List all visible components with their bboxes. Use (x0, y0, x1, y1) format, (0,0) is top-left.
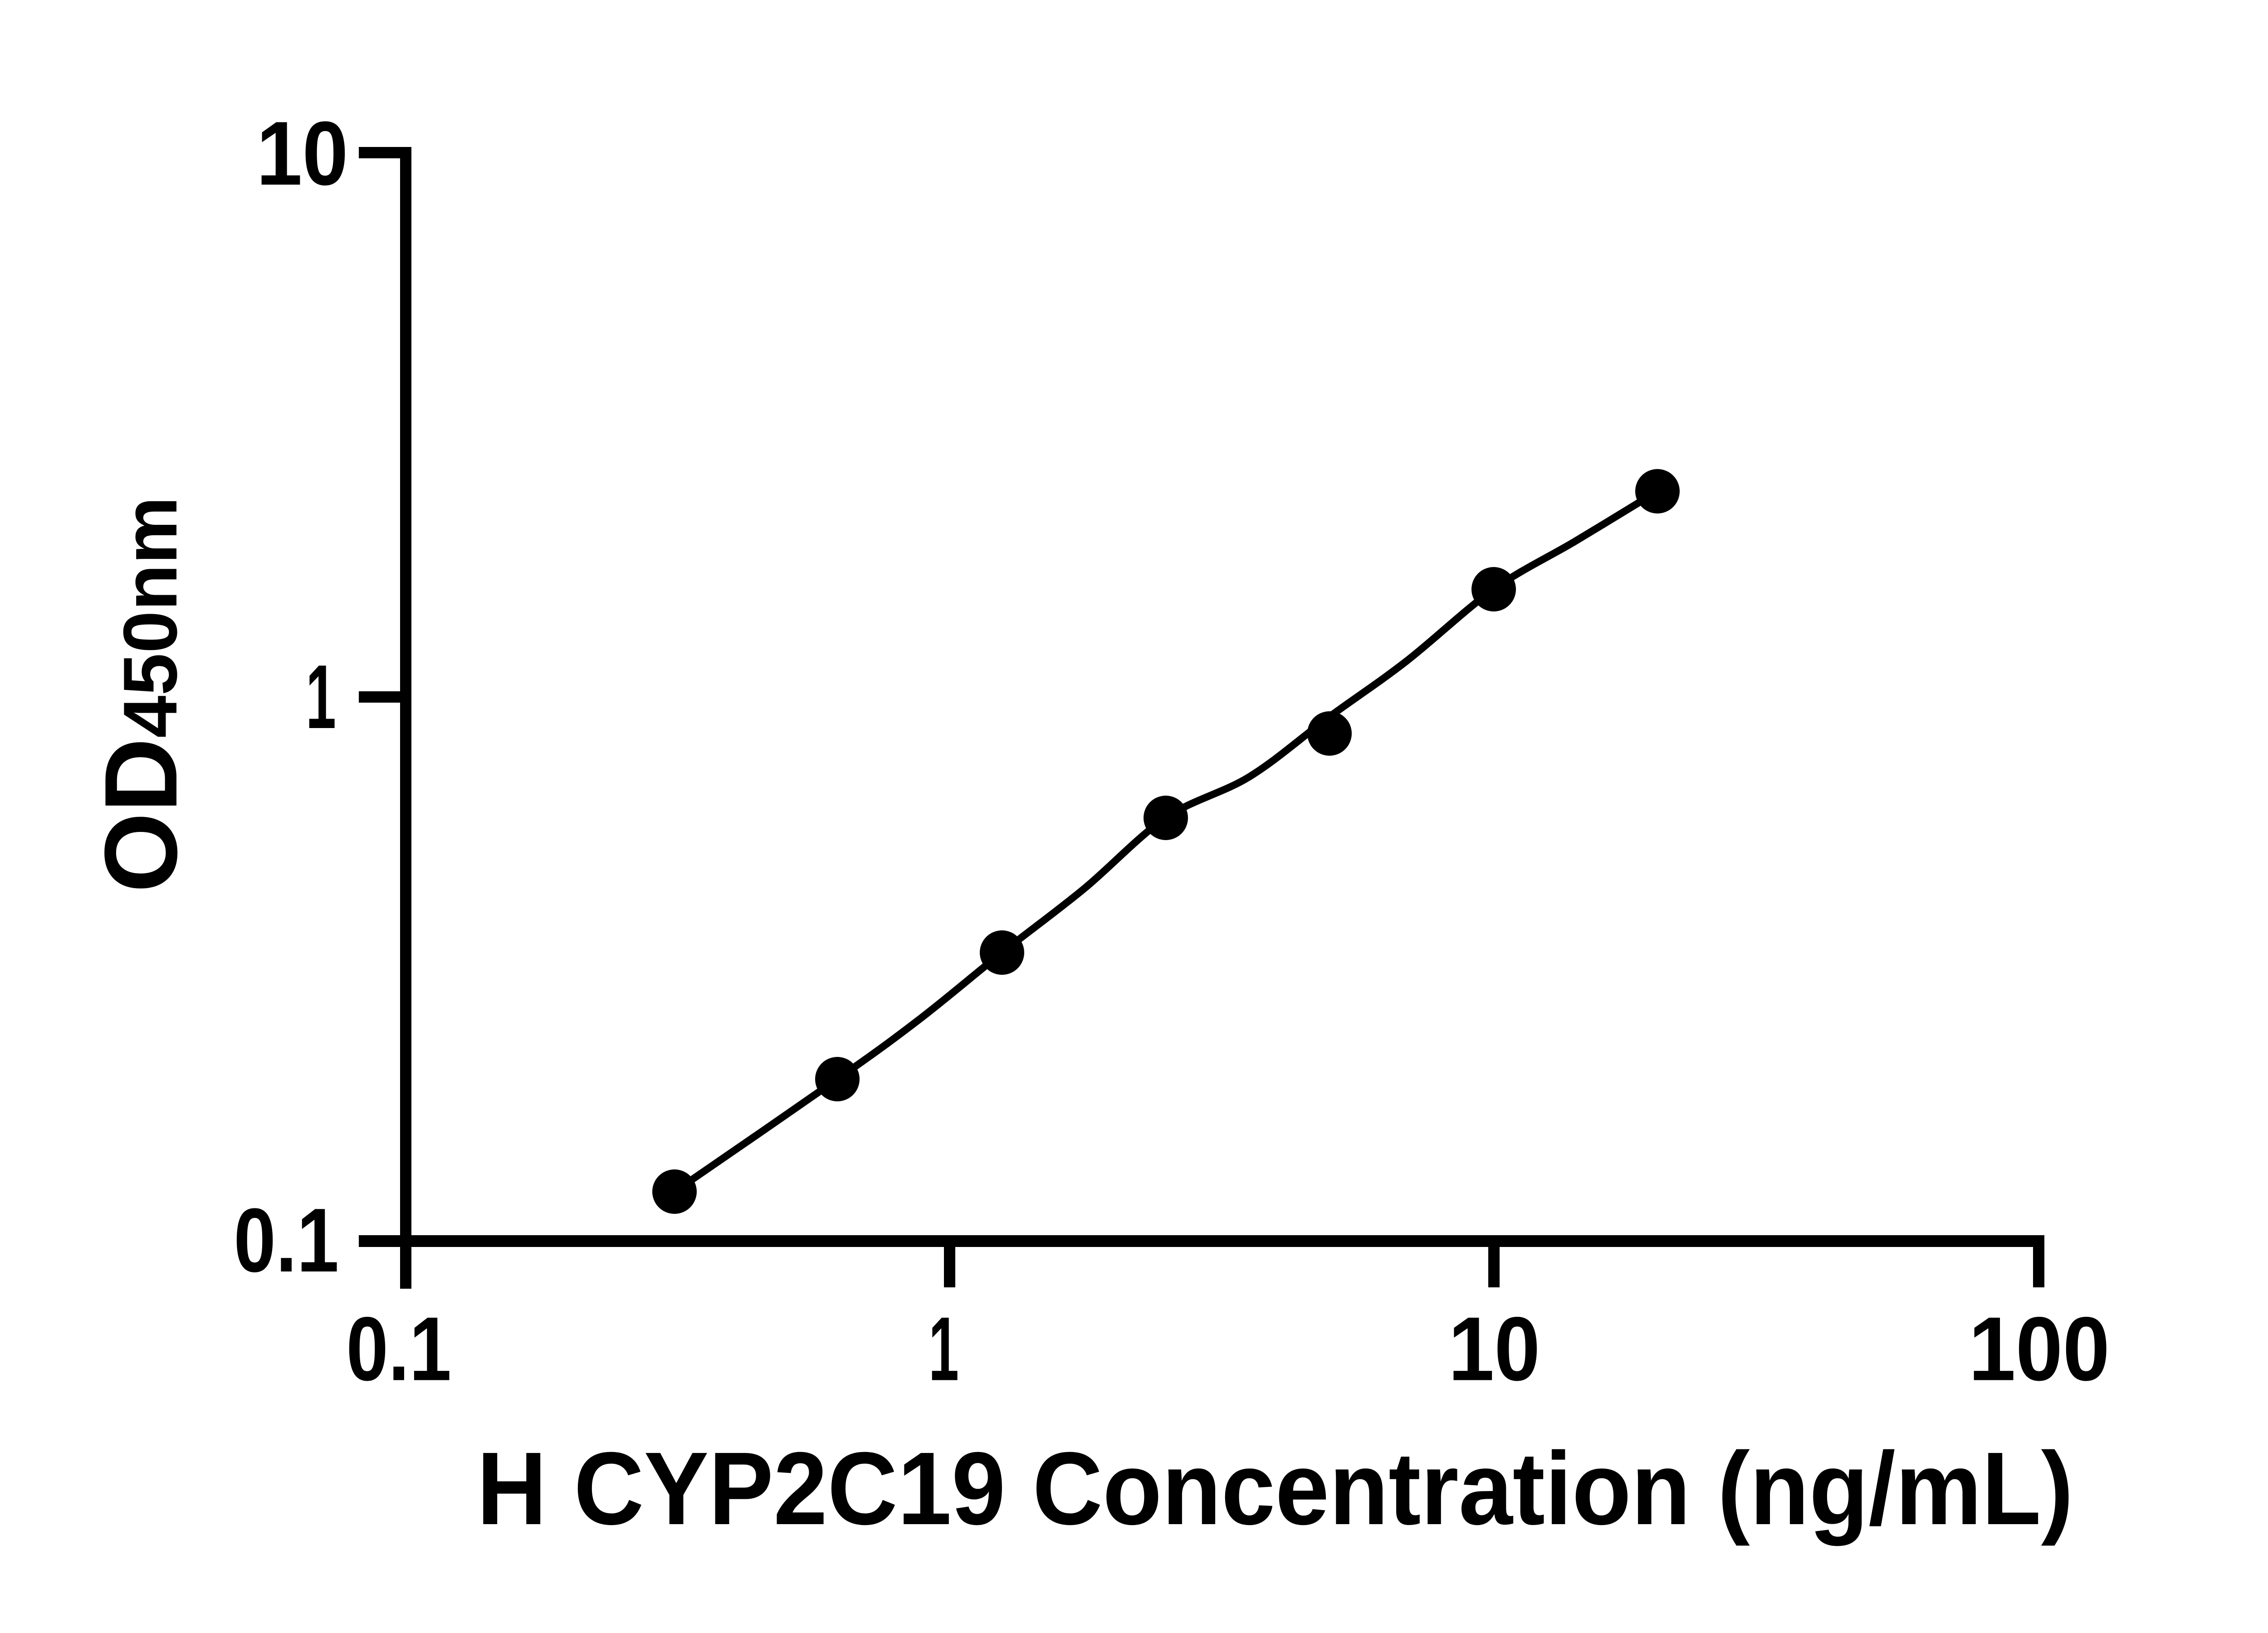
svg-text:0.1: 0.1 (346, 1298, 451, 1400)
svg-text:H CYP2C19 Concentration (ng/mL: H CYP2C19 Concentration (ng/mL) (477, 1431, 2073, 1546)
svg-text:10: 10 (1448, 1298, 1540, 1400)
svg-text:1: 1 (306, 646, 336, 747)
svg-text:10: 10 (256, 103, 348, 204)
svg-text:0.1: 0.1 (234, 1190, 339, 1291)
svg-text:100: 100 (1969, 1298, 2110, 1399)
svg-text:OD450nm: OD450nm (83, 496, 199, 893)
svg-text:1: 1 (929, 1298, 959, 1399)
